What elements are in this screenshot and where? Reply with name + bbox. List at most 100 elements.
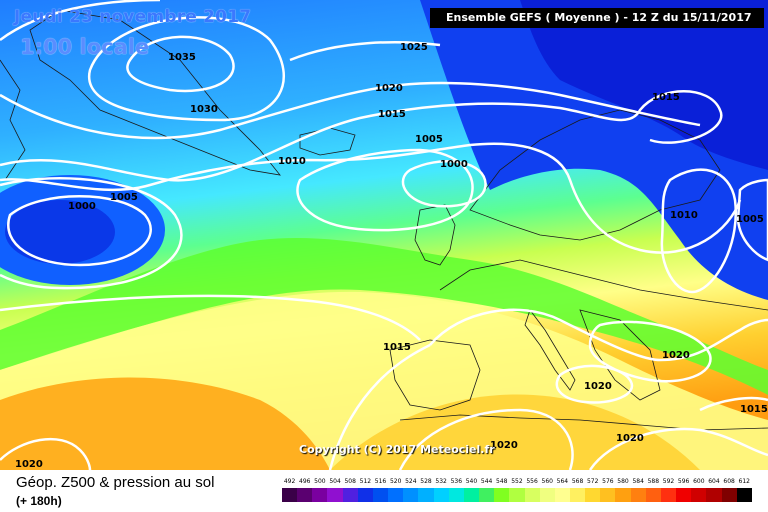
legend-label: 588 bbox=[647, 478, 660, 485]
isobar-label: 1025 bbox=[400, 42, 428, 53]
legend-swatch bbox=[615, 488, 631, 502]
legend-label: 572 bbox=[586, 478, 599, 485]
canada-coast bbox=[0, 59, 26, 181]
isobar-label: 1015 bbox=[383, 342, 411, 353]
legend-swatch bbox=[645, 488, 661, 502]
isobar-label: 1035 bbox=[168, 52, 196, 63]
legend-swatch bbox=[736, 488, 752, 502]
isobar-label: 1010 bbox=[278, 156, 306, 167]
legend-label: 576 bbox=[602, 478, 614, 485]
legend-swatch bbox=[509, 488, 525, 502]
isobar-labels: 1035 1030 1025 1020 1015 1010 1005 1000 … bbox=[15, 42, 768, 470]
legend-swatch bbox=[721, 488, 737, 502]
isobar-1005-east bbox=[736, 178, 768, 262]
italy-coast bbox=[524, 309, 576, 391]
isobar-label: 1015 bbox=[740, 404, 768, 415]
western-low-core bbox=[5, 200, 115, 264]
legend-swatch bbox=[676, 488, 692, 502]
deep-core-area bbox=[520, 0, 768, 170]
legend-swatch bbox=[539, 488, 555, 502]
isobar-label: 1020 bbox=[584, 381, 612, 392]
legend-swatch bbox=[691, 488, 707, 502]
isobar-1020 bbox=[0, 81, 701, 140]
forecast-local-time: 1:00 locale bbox=[20, 35, 150, 59]
legend-swatch bbox=[569, 488, 586, 502]
legend-swatch bbox=[282, 488, 298, 502]
legend-label: 532 bbox=[435, 478, 447, 485]
legend-swatch bbox=[463, 488, 480, 502]
legend-swatch bbox=[585, 488, 601, 502]
legend-label: 544 bbox=[480, 478, 493, 485]
legend-label: 524 bbox=[405, 478, 417, 485]
legend-label: 584 bbox=[632, 478, 644, 485]
legend-label: 608 bbox=[723, 478, 735, 485]
isobar-1015-atlantic bbox=[328, 343, 431, 470]
isobar-label: 1015 bbox=[378, 109, 406, 120]
copyright-notice: Copyright (C) 2017 Meteociel.fr bbox=[299, 443, 495, 456]
isobar-1035 bbox=[126, 35, 235, 93]
weather-map: 1035 1030 1025 1020 1015 1010 1005 1000 … bbox=[0, 0, 768, 470]
isobar-label: 1015 bbox=[652, 92, 680, 103]
legend-label: 516 bbox=[374, 478, 387, 485]
legend-label: 528 bbox=[420, 478, 432, 485]
legend-label: 604 bbox=[708, 478, 720, 485]
legend-swatch bbox=[494, 488, 510, 502]
legend-label: 552 bbox=[511, 478, 523, 485]
isobar-label: 1020 bbox=[490, 440, 518, 451]
isobar-label: 1010 bbox=[670, 210, 698, 221]
isobar-1015-south bbox=[0, 294, 768, 362]
forecast-lead-time: (+ 180h) bbox=[16, 494, 62, 508]
forecast-date: Jeudi 23 novembre 2017 bbox=[14, 7, 252, 27]
isobar-1020-balkans bbox=[588, 320, 712, 383]
legend-swatch bbox=[403, 488, 419, 502]
legend-label: 580 bbox=[617, 478, 629, 485]
legend-swatch bbox=[297, 488, 313, 502]
british-isles-coast bbox=[414, 204, 456, 266]
isobar-1010-east bbox=[660, 168, 738, 294]
legend-label: 540 bbox=[465, 478, 478, 485]
isobar-1015-east bbox=[699, 396, 768, 412]
legend-swatch bbox=[433, 488, 449, 502]
legend-swatch bbox=[448, 488, 464, 502]
model-run-info: Ensemble GEFS ( Moyenne ) - 12 Z du 15/1… bbox=[430, 8, 764, 28]
legend-label: 556 bbox=[526, 478, 538, 485]
isobar-label: 1020 bbox=[375, 83, 403, 94]
legend-swatch bbox=[660, 488, 677, 502]
isobar-label: 1000 bbox=[68, 201, 96, 212]
legend-label: 496 bbox=[299, 478, 311, 485]
isobar-label: 1030 bbox=[190, 104, 218, 115]
scandinavia-coast bbox=[469, 109, 721, 241]
legend-swatch bbox=[388, 488, 404, 502]
legend-swatch bbox=[706, 488, 722, 502]
legend-label: 508 bbox=[344, 478, 356, 485]
legend-label: 560 bbox=[541, 478, 553, 485]
isobar-label: 1020 bbox=[15, 459, 43, 470]
legend-label: 596 bbox=[677, 478, 690, 485]
greenland-coast bbox=[29, 9, 281, 176]
legend-swatch bbox=[342, 488, 358, 502]
isobar-lines bbox=[0, 0, 768, 470]
isobar-1010 bbox=[0, 142, 742, 254]
legend-swatch bbox=[524, 488, 540, 502]
isobar-label: 1005 bbox=[736, 214, 764, 225]
legend-label: 548 bbox=[496, 478, 508, 485]
green-band bbox=[0, 238, 768, 395]
isobar-1000-west bbox=[7, 195, 152, 267]
isobar-label: 1000 bbox=[440, 159, 468, 170]
europe-coast bbox=[439, 259, 768, 311]
isobar-label: 1020 bbox=[662, 350, 690, 361]
legend-label: 600 bbox=[693, 478, 705, 485]
iberia-coast bbox=[389, 339, 481, 411]
legend-label: 520 bbox=[389, 478, 402, 485]
isobar-1020-southwest bbox=[0, 437, 92, 470]
chart-footer: Géop. Z500 & pression au sol (+ 180h) 49… bbox=[0, 470, 768, 512]
isobar-1005 bbox=[296, 148, 474, 232]
legend-swatch bbox=[372, 488, 389, 502]
legend-label: 504 bbox=[329, 478, 341, 485]
legend-label: 492 bbox=[283, 478, 296, 485]
isobar-1005-west bbox=[0, 177, 183, 290]
isobar-1020-mediterranean bbox=[555, 364, 634, 404]
color-legend: 492 496 500 504 508 512 516 520 524 528 532 536 540 5… bbox=[282, 478, 752, 510]
legend-swatch bbox=[327, 488, 343, 502]
